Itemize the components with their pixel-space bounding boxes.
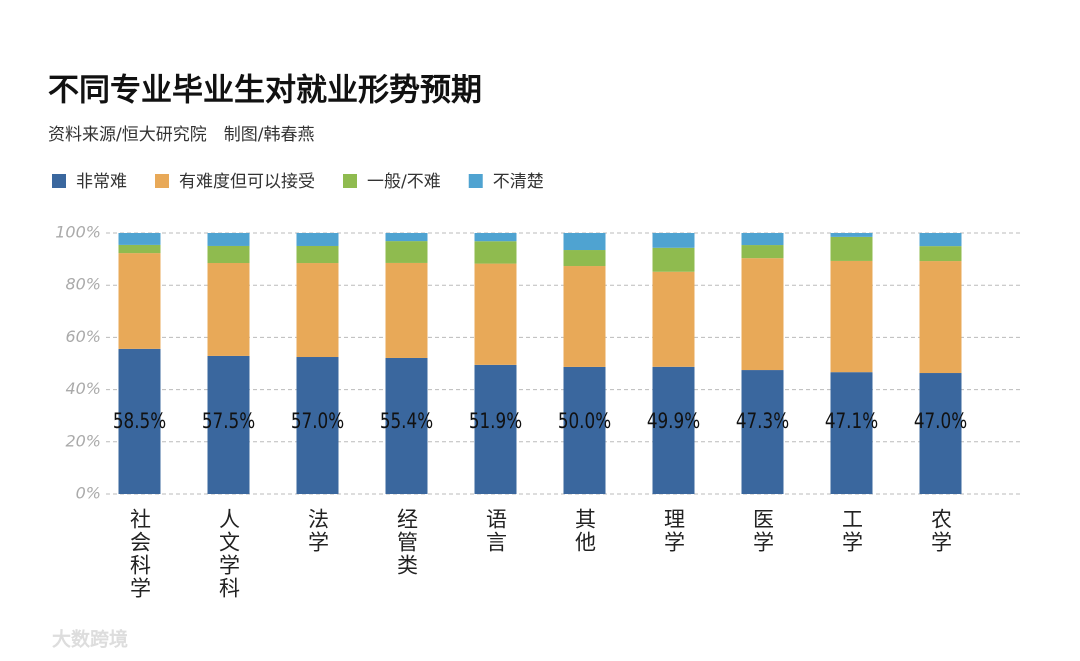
data-label: 50.0% <box>558 409 611 433</box>
data-label: 55.4% <box>380 409 433 433</box>
x-tick-label: 语言 <box>484 508 508 554</box>
bar-segment <box>385 233 428 242</box>
x-tick-label: 经管类 <box>395 508 419 577</box>
bar-segment <box>474 233 517 242</box>
bar-segment <box>118 244 161 254</box>
legend-swatch <box>468 174 483 188</box>
y-tick-label: 0% <box>76 484 101 503</box>
bar-segment <box>296 245 339 264</box>
bar-segment <box>830 236 873 261</box>
bar-segment <box>919 246 962 262</box>
bar-segment <box>919 233 962 247</box>
bar-segment <box>919 373 962 494</box>
bar-segment <box>385 262 428 358</box>
y-tick-label: 60% <box>65 327 101 346</box>
bar-segment <box>652 247 695 272</box>
bar-segment <box>474 364 517 494</box>
bar-segment <box>207 263 250 356</box>
bar-segment <box>830 260 873 373</box>
x-tick-label: 农学 <box>929 508 953 554</box>
bar-segment <box>652 366 695 494</box>
bar-segment <box>741 370 784 494</box>
data-label: 51.9% <box>469 409 522 433</box>
y-tick-label: 40% <box>65 379 101 398</box>
watermark: 大数跨境 <box>52 628 128 651</box>
x-tick-label: 工学 <box>840 508 864 554</box>
data-label: 47.0% <box>914 409 967 433</box>
bar-segment <box>118 233 161 245</box>
y-tick-label: 80% <box>65 275 101 294</box>
bar-segment <box>207 233 250 246</box>
legend-label: 有难度但可以接受 <box>179 172 315 192</box>
data-label: 57.0% <box>291 409 344 433</box>
legend-label: 不清楚 <box>493 172 544 192</box>
bar-segment <box>652 233 695 248</box>
bar-segment <box>385 357 428 494</box>
data-label: 49.9% <box>647 409 700 433</box>
bar-segment <box>563 233 606 251</box>
y-tick-label: 20% <box>65 431 101 450</box>
chart-subtitle: 资料来源/恒大研究院 制图/韩春燕 <box>48 125 314 145</box>
bar-segment <box>830 233 873 237</box>
legend-swatch <box>155 174 169 188</box>
chart-title: 不同专业毕业生对就业形势预期 <box>48 73 482 109</box>
x-tick-label: 其他 <box>573 508 597 554</box>
bar-segment <box>207 245 250 264</box>
legend-label: 一般/不难 <box>367 172 441 192</box>
bar-segment <box>118 253 161 349</box>
legend-swatch <box>343 174 357 188</box>
bar-segment <box>830 372 873 494</box>
legend-label: 非常难 <box>76 172 127 192</box>
bar-segment <box>296 263 339 358</box>
x-tick-label: 社会科学 <box>128 508 152 600</box>
data-label: 58.5% <box>113 409 166 433</box>
bar-segment <box>385 241 428 263</box>
bar-segment <box>474 263 517 365</box>
x-tick-label: 医学 <box>751 508 775 554</box>
bar-segment <box>741 258 784 371</box>
x-tick-label: 法学 <box>306 508 330 554</box>
bar-segment <box>296 233 339 246</box>
bar-segment <box>741 233 784 246</box>
bar-segment <box>118 348 161 494</box>
bar-segment <box>741 245 784 259</box>
bar-segment <box>474 241 517 264</box>
bar-segment <box>919 261 962 374</box>
bar-segment <box>563 366 606 494</box>
x-tick-label: 人文学科 <box>217 508 241 600</box>
data-label: 47.1% <box>825 409 878 433</box>
bar-segment <box>296 357 339 494</box>
legend-swatch <box>52 174 66 188</box>
x-tick-label: 理学 <box>662 508 686 554</box>
data-label: 47.3% <box>736 409 789 433</box>
data-label: 57.5% <box>202 409 255 433</box>
y-tick-label: 100% <box>55 223 101 242</box>
bar-segment <box>563 250 606 267</box>
bar-segment <box>652 271 695 367</box>
bar-segment <box>207 355 250 494</box>
bar-segment <box>563 266 606 367</box>
